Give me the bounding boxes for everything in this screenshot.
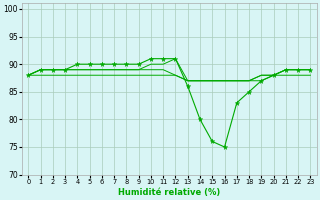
X-axis label: Humidité relative (%): Humidité relative (%) <box>118 188 220 197</box>
